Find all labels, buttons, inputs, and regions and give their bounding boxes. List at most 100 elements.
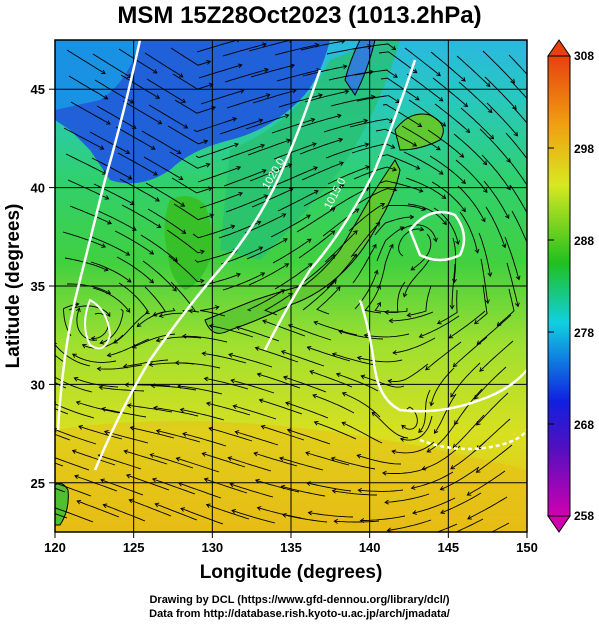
streamline-arrowhead	[538, 137, 542, 141]
streamline	[230, 379, 275, 394]
streamline-arrowhead	[461, 179, 466, 185]
streamline	[288, 324, 332, 341]
streamline-arrowhead	[23, 476, 27, 480]
streamline	[296, 207, 336, 233]
streamline-arrowhead	[34, 330, 38, 334]
colorbar-tick-label: 278	[574, 326, 594, 340]
streamline	[202, 452, 246, 468]
x-tick-label: 145	[437, 540, 459, 555]
streamline-arrowhead	[258, 398, 264, 404]
streamline	[450, 362, 481, 398]
streamline	[377, 154, 420, 170]
streamline-arrowhead	[258, 118, 264, 124]
streamline	[244, 213, 286, 234]
streamline-arrowhead	[384, 309, 389, 315]
streamline-arrowhead	[101, 406, 106, 412]
streamline-arrowhead	[289, 40, 293, 43]
streamline	[303, 184, 344, 207]
streamline-arrowhead	[455, 240, 460, 245]
streamline	[231, 509, 276, 524]
streamline-arrowhead	[438, 170, 444, 175]
streamline	[378, 244, 394, 288]
streamline	[208, 427, 253, 442]
streamline	[220, 246, 263, 265]
streamline	[247, 139, 291, 156]
streamline	[314, 421, 357, 440]
streamline-arrowhead	[236, 272, 241, 278]
streamline	[336, 373, 379, 392]
streamline	[55, 487, 66, 493]
streamline	[255, 347, 299, 363]
streamline-arrowhead	[201, 351, 207, 357]
streamline	[196, 273, 241, 287]
streamline-arrowhead	[335, 372, 341, 378]
streamline-arrowhead	[101, 69, 106, 75]
streamline-arrowhead	[418, 428, 423, 434]
streamline	[316, 286, 341, 315]
streamline-arrowhead	[402, 292, 408, 298]
streamline	[332, 353, 377, 366]
streamline-arrowhead	[211, 105, 217, 111]
x-tick-label: 125	[123, 540, 145, 555]
streamline-arrowhead	[452, 443, 458, 449]
streamline	[426, 419, 459, 453]
streamline	[388, 363, 429, 382]
streamline	[143, 156, 183, 180]
streamline	[166, 229, 205, 254]
streamline	[55, 354, 65, 363]
streamline	[76, 308, 98, 341]
streamline	[89, 131, 130, 154]
streamline-arrowhead	[454, 420, 459, 426]
streamline	[194, 249, 238, 263]
streamline	[374, 302, 408, 313]
streamline	[455, 159, 488, 193]
streamline	[412, 497, 456, 514]
streamline-arrowhead	[21, 449, 25, 453]
streamline-arrowhead	[363, 333, 369, 338]
streamline-arrowhead	[414, 96, 420, 101]
streamline	[334, 520, 380, 523]
streamline-arrowhead	[415, 536, 419, 540]
streamline	[374, 216, 414, 236]
streamline	[430, 367, 455, 406]
streamline-arrowhead	[263, 67, 269, 73]
streamline	[55, 462, 64, 467]
streamline-arrowhead	[98, 385, 104, 391]
streamline-arrowhead	[287, 323, 293, 329]
streamline-arrowhead	[104, 195, 110, 200]
streamline	[174, 99, 216, 114]
streamline-arrowhead	[401, 424, 406, 430]
streamline	[222, 43, 267, 57]
streamline	[342, 392, 381, 418]
streamline	[497, 288, 515, 327]
streamline-arrowhead	[280, 350, 286, 355]
streamline	[427, 129, 464, 158]
streamline-arrowhead	[262, 42, 267, 48]
streamline	[92, 287, 131, 313]
streamline	[65, 153, 107, 175]
streamline	[98, 454, 142, 470]
streamline-arrowhead	[333, 518, 339, 524]
streamline	[67, 283, 111, 294]
streamline-arrowhead	[127, 175, 133, 180]
streamline	[116, 256, 154, 284]
streamline	[63, 303, 79, 337]
streamline	[219, 119, 263, 135]
streamline-arrowhead	[96, 366, 102, 372]
streamline	[271, 118, 315, 134]
credit-drawing: Drawing by DCL (https://www.gfd-dennou.o…	[149, 594, 450, 606]
streamline-arrowhead	[90, 336, 96, 341]
streamline-arrowhead	[476, 421, 481, 426]
streamline-arrowhead	[506, 185, 511, 191]
streamline	[147, 208, 186, 234]
streamline-arrowhead	[180, 507, 186, 512]
streamline	[277, 190, 319, 212]
streamline	[120, 74, 160, 99]
streamline	[435, 523, 458, 532]
streamline	[55, 482, 92, 497]
streamline	[204, 377, 249, 390]
streamline	[233, 405, 277, 420]
streamline-arrowhead	[105, 120, 111, 125]
streamline	[72, 450, 116, 466]
streamline	[364, 285, 382, 314]
